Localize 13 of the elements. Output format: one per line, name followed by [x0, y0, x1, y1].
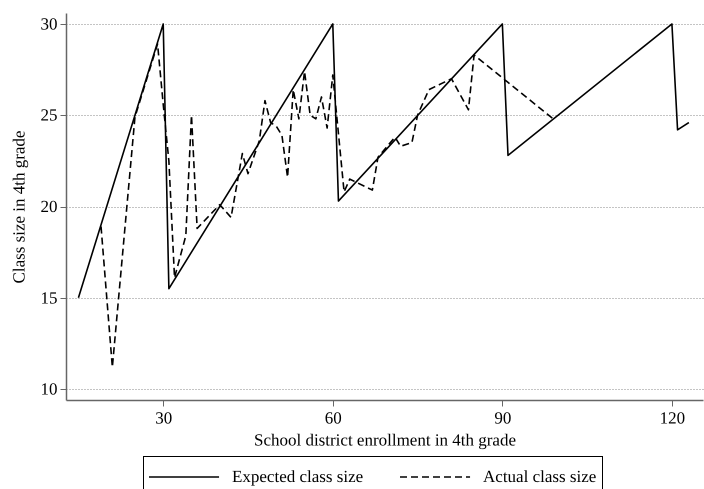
legend-label: Expected class size	[232, 467, 364, 486]
y-tick-label: 10	[40, 380, 58, 399]
legend-label: Actual class size	[483, 467, 596, 486]
y-axis-title: Class size in 4th grade	[10, 130, 28, 284]
x-tick-label: 30	[155, 408, 172, 428]
y-tick-label: 25	[40, 106, 58, 125]
x-axis-title: School district enrollment in 4th grade	[254, 430, 516, 450]
y-tick-label: 20	[40, 197, 58, 216]
x-tick-label: 60	[324, 408, 342, 428]
y-tick-label: 15	[40, 288, 58, 308]
x-tick-label: 90	[494, 408, 512, 428]
y-tick-label: 30	[40, 14, 58, 34]
x-tick-label: 120	[660, 408, 686, 428]
